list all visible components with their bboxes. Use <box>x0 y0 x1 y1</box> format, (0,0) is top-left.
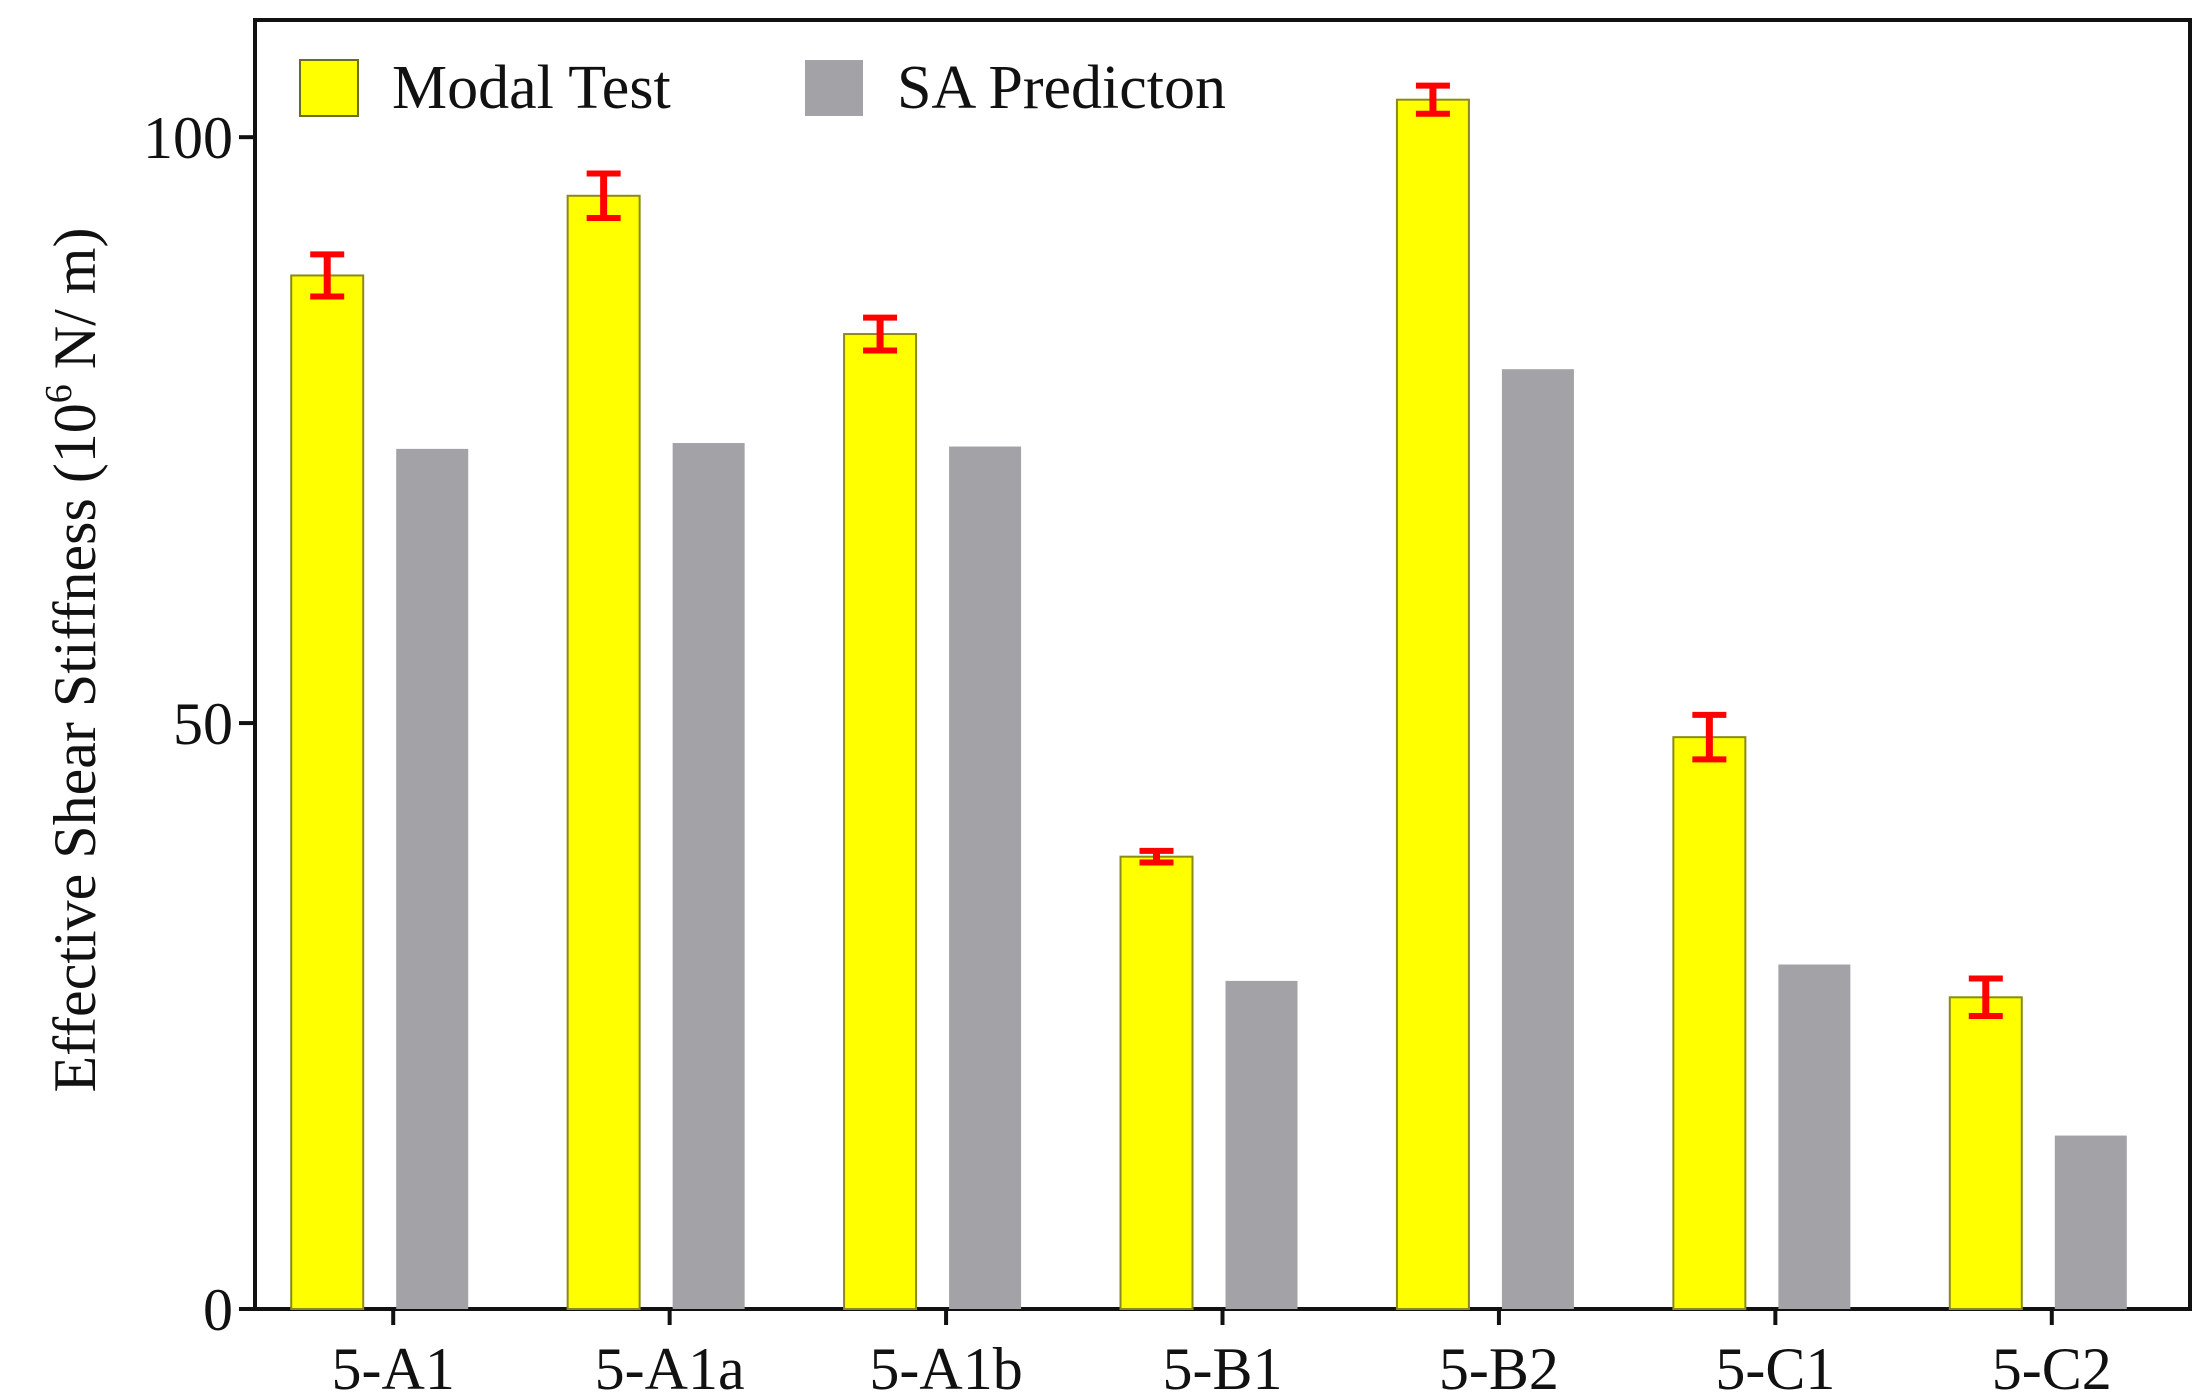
x-tick-label-5-b2: 5-B2 <box>1439 1336 1559 1400</box>
bar-modal-test-5-c1 <box>1672 736 1747 1310</box>
y-axis: 0 50 100 <box>143 105 255 1343</box>
bar-modal-test-5-b1 <box>1119 855 1194 1310</box>
x-tick-label-5-a1b: 5-A1b <box>869 1336 1022 1400</box>
x-tick-label-5-b1: 5-B1 <box>1163 1336 1283 1400</box>
bar-sa-predicton-5-b2 <box>1501 369 1574 1310</box>
bar-modal-test-5-c2 <box>1948 996 2023 1311</box>
x-tick-label-5-c1: 5-C1 <box>1715 1336 1835 1400</box>
y-axis-title-suffix: N/ m) <box>42 228 108 385</box>
x-tick-label-5-a1a: 5-A1a <box>595 1336 745 1400</box>
y-axis-title-superscript: 6 <box>38 384 80 403</box>
error-bar-5-b2 <box>1415 82 1450 117</box>
y-tick-label-100: 100 <box>143 105 233 171</box>
bar-sa-predicton-5-c2 <box>2054 1135 2127 1309</box>
y-axis-title: Effective Shear Stiffness (106 N/ m) <box>38 228 108 1093</box>
legend-swatch-sa-predicton <box>805 60 863 116</box>
x-axis: 5-A1 5-A1a 5-A1b 5-B1 5-B2 5-C1 5-C2 <box>332 1309 2112 1400</box>
bar-sa-predicton-5-a1b <box>949 446 1022 1309</box>
plot-frame <box>253 18 2192 1311</box>
y-tick-label-50: 50 <box>173 691 233 757</box>
bar-sa-predicton-5-c1 <box>1778 964 1851 1309</box>
error-bar-5-a1 <box>310 251 345 300</box>
error-bar-5-b1 <box>1139 847 1174 866</box>
legend-swatch-modal-test <box>299 59 359 117</box>
error-bar-5-c2 <box>1968 975 2003 1020</box>
legend: Modal Test SA Predicton <box>299 54 1226 122</box>
error-bar-5-a1b <box>863 314 898 354</box>
bar-sa-predicton-5-b1 <box>1225 980 1298 1309</box>
y-axis-title-prefix: Effective Shear Stiffness (10 <box>42 403 108 1092</box>
error-bars-layer <box>310 82 2003 1020</box>
bar-modal-test-5-a1b <box>843 333 918 1310</box>
legend-label-modal-test: Modal Test <box>392 54 671 122</box>
y-tick-label-0: 0 <box>203 1277 233 1343</box>
bar-sa-predicton-5-a1a <box>672 443 745 1309</box>
error-bar-5-a1a <box>586 170 621 222</box>
bar-modal-test-5-a1a <box>566 194 641 1311</box>
x-tick-label-5-c2: 5-C2 <box>1992 1336 2112 1400</box>
bar-modal-test-5-a1 <box>290 274 365 1310</box>
x-tick-label-5-a1: 5-A1 <box>332 1336 455 1400</box>
legend-label-sa-predicton: SA Predicton <box>897 54 1226 122</box>
bars-layer <box>290 98 2127 1311</box>
error-bar-5-c1 <box>1692 711 1727 763</box>
bar-sa-predicton-5-a1 <box>396 448 469 1309</box>
bar-modal-test-5-b2 <box>1395 98 1470 1311</box>
